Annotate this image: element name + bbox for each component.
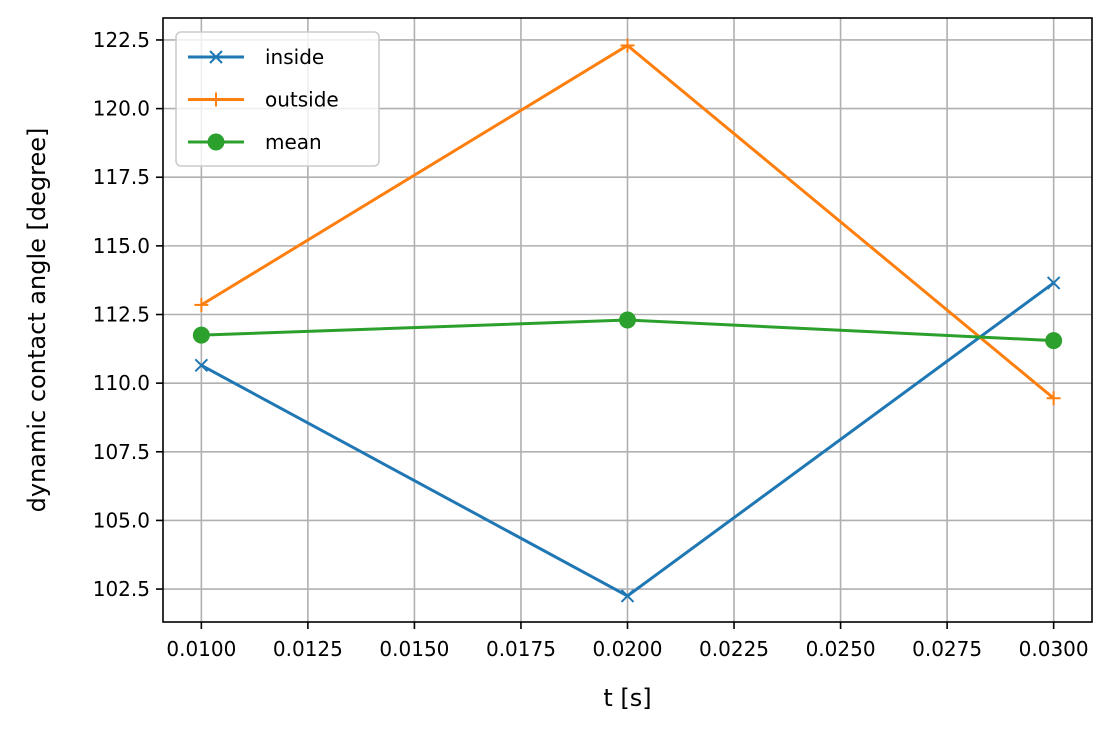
y-tick-label: 102.5 xyxy=(93,577,150,601)
legend-box xyxy=(175,31,380,167)
x-axis-label: t [s] xyxy=(603,684,651,712)
x-tick-label: 0.0150 xyxy=(379,637,449,661)
x-tick-label: 0.0100 xyxy=(166,637,236,661)
legend-marker xyxy=(209,92,223,107)
x-tick-label: 0.0275 xyxy=(912,637,982,661)
legend-label: inside xyxy=(265,45,324,69)
data-point-outside xyxy=(620,38,635,53)
y-tick-label: 122.5 xyxy=(93,28,150,52)
series-inside xyxy=(194,276,1061,603)
legend-marker xyxy=(207,133,225,151)
x-tick-label: 0.0125 xyxy=(273,637,343,661)
y-tick-label: 117.5 xyxy=(93,165,150,189)
y-tick-label: 120.0 xyxy=(93,97,150,121)
series-mean xyxy=(192,311,1063,350)
x-tick-label: 0.0250 xyxy=(806,637,876,661)
y-tick-label: 115.0 xyxy=(93,234,150,258)
legend-item-inside: inside xyxy=(188,45,324,69)
x-tick-label: 0.0200 xyxy=(593,637,663,661)
legend-marker xyxy=(209,50,223,64)
series-layer xyxy=(192,38,1063,603)
data-point-inside xyxy=(620,589,635,603)
y-tick-label: 110.0 xyxy=(93,371,150,395)
y-tick-label: 105.0 xyxy=(93,508,150,532)
data-point-mean xyxy=(192,326,210,344)
y-tick-label: 112.5 xyxy=(93,303,150,327)
y-tick-label: 107.5 xyxy=(93,440,150,464)
legend: inside outside mean xyxy=(175,31,380,167)
data-point-outside xyxy=(194,297,209,312)
x-tick-label: 0.0175 xyxy=(486,637,556,661)
legend-label: mean xyxy=(265,130,322,154)
x-axis-ticks: 0.0100 0.0125 0.0150 0.0175 0.0200 0.0225 0.02… xyxy=(166,622,1089,661)
y-axis-ticks: 102.5 105.0 107.5 110.0 112.5 115.0 117.5 120.0… xyxy=(93,28,163,601)
legend-label: outside xyxy=(265,88,339,112)
legend-item-outside: outside xyxy=(188,88,339,112)
x-tick-label: 0.0225 xyxy=(699,637,769,661)
y-axis-label: dynamic contact angle [degree] xyxy=(23,128,51,513)
data-point-inside xyxy=(1046,276,1061,290)
data-point-outside xyxy=(1046,391,1061,406)
series-outside xyxy=(194,38,1061,406)
legend-item-mean: mean xyxy=(188,130,322,154)
x-tick-label: 0.0300 xyxy=(1019,637,1089,661)
data-point-mean xyxy=(619,311,636,329)
data-point-mean xyxy=(1045,332,1063,350)
data-point-inside xyxy=(194,358,209,373)
